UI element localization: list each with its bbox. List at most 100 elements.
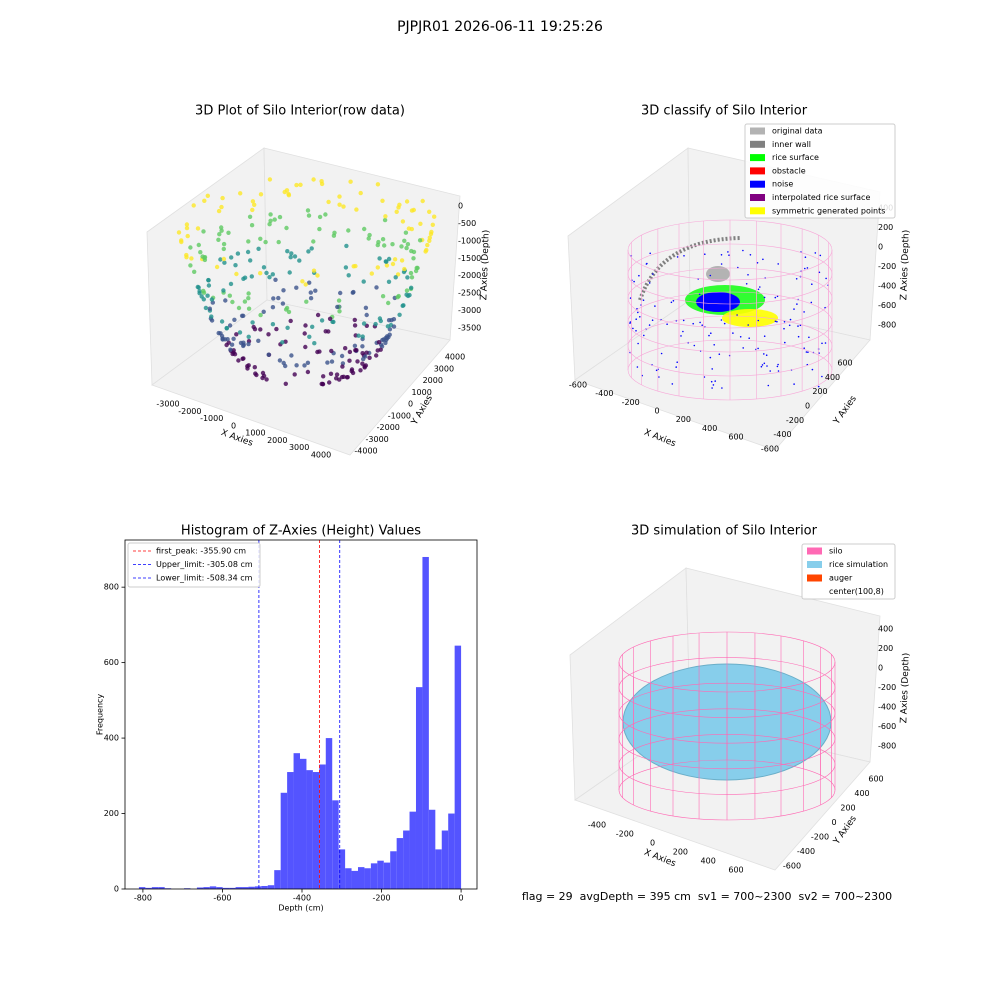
decor-point: [682, 319, 685, 322]
decor-point: [676, 361, 678, 364]
plot-frame: [124, 539, 478, 890]
decor-point: [384, 336, 390, 341]
decor-point: [637, 342, 639, 345]
decor-point: [313, 288, 318, 293]
x-tick-label: -200: [372, 894, 390, 903]
decor-point: [824, 342, 827, 344]
decor-point: [405, 275, 410, 280]
decor-point: [191, 203, 196, 208]
decor-point: [362, 226, 367, 232]
y-tick-label: 3000: [434, 364, 454, 373]
decor-point: [329, 348, 334, 354]
decor-point: [382, 243, 387, 248]
decor-point: [777, 363, 779, 366]
decor-point: [229, 255, 234, 260]
decor-point: [784, 341, 786, 344]
decor-point: [241, 356, 246, 361]
bar: [364, 868, 371, 889]
bar: [306, 770, 313, 889]
decor-point: [339, 353, 345, 359]
y-tick-label: 1000: [411, 388, 431, 397]
decor-point: [268, 212, 273, 217]
z-tick-label: -2500: [458, 289, 481, 298]
z-tick-label: 0: [878, 243, 883, 252]
decor-point: [311, 268, 317, 273]
decor-point: [425, 242, 430, 248]
x-tick-label: -600: [213, 894, 231, 903]
decor-point: [797, 325, 799, 327]
decor-point: [399, 244, 404, 249]
decor-point: [325, 360, 330, 365]
decor-point: [249, 223, 255, 228]
decor-point: [814, 252, 817, 254]
decor-point: [221, 241, 227, 247]
decor-point: [232, 317, 237, 322]
decor-point: [392, 257, 398, 262]
legend-swatch: [750, 127, 765, 135]
decor-point: [757, 288, 760, 291]
decor-point: [337, 202, 342, 207]
x-tick-label: -600: [569, 381, 587, 390]
decor-point: [283, 381, 288, 386]
decor-point: [206, 283, 212, 288]
decor-point: [303, 282, 308, 287]
legend-label: rice surface: [772, 153, 819, 162]
decor-point: [776, 295, 779, 298]
chart-title: 3D simulation of Silo Interior: [631, 524, 818, 539]
decor-point: [326, 199, 331, 205]
decor-point: [334, 372, 340, 377]
decor-point: [349, 368, 354, 374]
decor-point: [247, 214, 253, 219]
decor-point: [286, 309, 292, 315]
x-tick-label: -400: [588, 821, 606, 830]
decor-point: [196, 242, 201, 248]
decor-point: [374, 285, 379, 290]
decor-point: [353, 348, 358, 353]
decor-point: [331, 233, 337, 238]
decor-point: [648, 324, 651, 326]
decor-point: [281, 288, 286, 293]
decor-point: [285, 249, 290, 254]
decor-point: [237, 330, 243, 335]
decor-point: [284, 225, 289, 231]
x-tick-label: -200: [616, 830, 634, 839]
bar: [448, 813, 455, 889]
decor-point: [777, 370, 780, 372]
decor-point: [399, 258, 405, 263]
z-axis-label: Z Axies (Depth): [899, 230, 911, 301]
bar: [319, 764, 326, 889]
decor-point: [328, 371, 334, 376]
decor-point: [276, 239, 281, 245]
decor-point: [378, 318, 383, 324]
decor-point: [402, 266, 407, 272]
decor-point: [762, 258, 764, 261]
bar: [357, 867, 365, 889]
decor-point: [201, 290, 207, 295]
decor-point: [804, 256, 807, 259]
bar: [287, 772, 294, 889]
decor-point: [264, 377, 269, 382]
decor-point: [264, 270, 269, 276]
decor-point: [649, 252, 651, 255]
decor-point: [236, 358, 241, 363]
legend-label: interpolated rice surface: [772, 193, 870, 202]
legend-label: auger: [829, 574, 853, 583]
decor-point: [405, 242, 411, 247]
decor-point: [635, 330, 637, 332]
decor-point: [345, 375, 350, 380]
decor-point: [774, 296, 777, 299]
decor-point: [383, 259, 388, 264]
decor-point: [810, 301, 813, 304]
bar: [222, 887, 230, 889]
decor-point: [362, 364, 367, 369]
decor-point: [246, 306, 252, 311]
z-tick-label: -1500: [458, 254, 481, 263]
bar: [422, 556, 429, 889]
decor-point: [288, 255, 293, 260]
decor-point: [286, 191, 291, 197]
decor-point: [230, 299, 235, 305]
decor-point: [270, 305, 276, 310]
decor-point: [221, 246, 226, 252]
decor-point: [648, 282, 651, 284]
y-tick-label: 800: [104, 583, 119, 592]
